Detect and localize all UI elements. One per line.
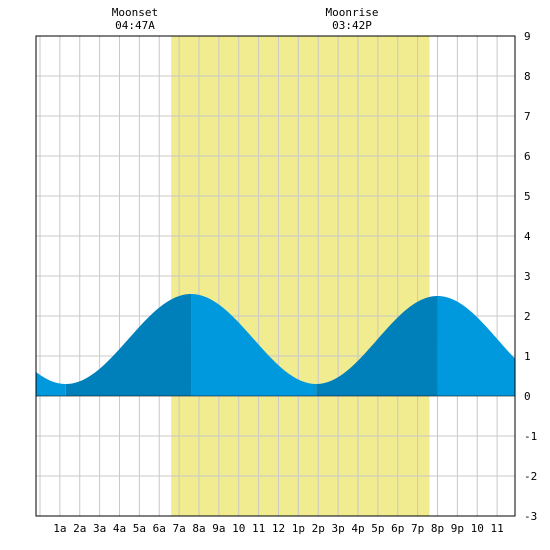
y-tick-label: 0 — [524, 390, 531, 403]
y-tick-label: 1 — [524, 350, 531, 363]
x-tick-label: 11 — [252, 522, 265, 535]
y-axis-labels: -3 -2 -1 0 1 2 3 4 5 6 7 8 9 — [524, 30, 537, 523]
tide-area — [36, 294, 515, 396]
y-tick-label: 2 — [524, 310, 531, 323]
x-tick-label: 10 — [471, 522, 484, 535]
x-tick-label: 5p — [371, 522, 384, 535]
tide-rising-segment — [316, 296, 438, 396]
y-tick-label: 6 — [524, 150, 531, 163]
tide-falling-segment — [437, 296, 515, 396]
y-tick-label: -1 — [524, 430, 537, 443]
x-tick-label: 8a — [192, 522, 205, 535]
x-tick-label: 1p — [292, 522, 305, 535]
moon-event-time: 03:42P — [332, 19, 372, 32]
x-tick-label: 12 — [272, 522, 285, 535]
x-tick-label: 6p — [391, 522, 404, 535]
y-tick-label: 4 — [524, 230, 531, 243]
y-tick-label: 5 — [524, 190, 531, 203]
grid-lines — [36, 36, 515, 516]
y-tick-label: 9 — [524, 30, 531, 43]
moon-event-time: 04:47A — [115, 19, 155, 32]
x-tick-label: 3a — [93, 522, 106, 535]
x-tick-label: 8p — [431, 522, 444, 535]
x-tick-label: 4a — [113, 522, 126, 535]
x-tick-label: 4p — [351, 522, 364, 535]
y-tick-label: -3 — [524, 510, 537, 523]
y-tick-label: 8 — [524, 70, 531, 83]
x-tick-label: 7a — [172, 522, 185, 535]
moon-event-label: Moonset — [112, 6, 158, 19]
y-tick-label: 7 — [524, 110, 531, 123]
x-tick-label: 7p — [411, 522, 424, 535]
x-tick-label: 1a — [53, 522, 66, 535]
moon-event-label: Moonrise — [326, 6, 379, 19]
tide-rising-segment — [65, 294, 192, 396]
x-tick-label: 3p — [331, 522, 344, 535]
x-tick-label: 5a — [133, 522, 146, 535]
x-axis-labels: 1a 2a 3a 4a 5a 6a 7a 8a 9a 10 11 12 1p 2p 3p 4p 5p 6p 7p 8p… — [53, 522, 504, 535]
x-tick-label: 9a — [212, 522, 225, 535]
x-tick-label: 2p — [312, 522, 325, 535]
tide-falling-segment — [36, 371, 66, 396]
tide-falling-segment — [191, 294, 317, 396]
x-tick-label: 10 — [232, 522, 245, 535]
plot-frame — [35, 35, 516, 517]
x-tick-label: 6a — [153, 522, 166, 535]
y-tick-label: -2 — [524, 470, 537, 483]
x-tick-label: 11 — [490, 522, 503, 535]
x-tick-label: 2a — [73, 522, 86, 535]
y-tick-label: 3 — [524, 270, 531, 283]
x-tick-label: 9p — [451, 522, 464, 535]
